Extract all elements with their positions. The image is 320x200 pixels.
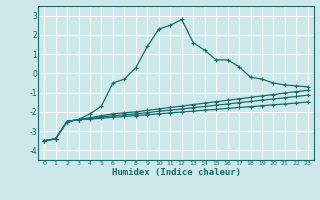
- X-axis label: Humidex (Indice chaleur): Humidex (Indice chaleur): [111, 168, 241, 177]
